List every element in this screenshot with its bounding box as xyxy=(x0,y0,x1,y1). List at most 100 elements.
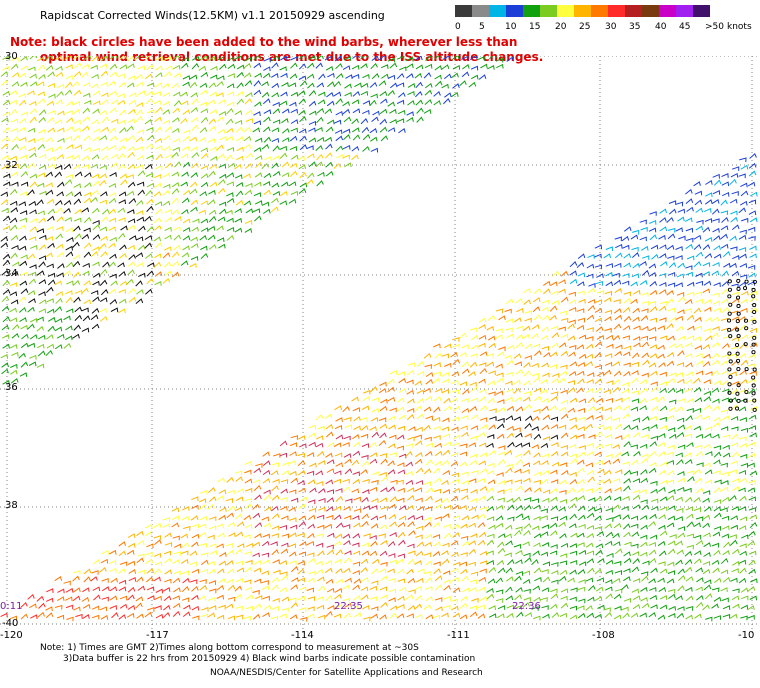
wind-barb xyxy=(378,533,386,539)
wind-barb xyxy=(704,479,713,485)
contamination-circle xyxy=(752,319,757,324)
wind-barb xyxy=(127,181,136,188)
wind-barb xyxy=(352,441,361,448)
wind-barb xyxy=(487,479,496,485)
wind-barb xyxy=(488,613,497,618)
wind-barb xyxy=(414,458,423,465)
wind-barb xyxy=(190,107,199,113)
wind-barb xyxy=(623,297,632,304)
wind-barb xyxy=(38,308,47,314)
wind-barb xyxy=(416,370,425,376)
wind-barb xyxy=(379,423,388,429)
wind-barb xyxy=(623,370,631,377)
wind-barb xyxy=(605,453,613,459)
wind-barb xyxy=(712,531,721,537)
wind-barb xyxy=(73,134,81,142)
wind-barb xyxy=(155,65,163,71)
wind-barb xyxy=(0,354,8,359)
wind-barb xyxy=(639,405,647,411)
wind-barb xyxy=(514,317,522,323)
wind-barb xyxy=(649,513,657,520)
wind-barb xyxy=(541,362,549,368)
wind-barb xyxy=(92,90,101,96)
wind-barb xyxy=(468,540,477,546)
wind-barb xyxy=(56,252,65,258)
wind-barb xyxy=(486,516,495,522)
wind-barb xyxy=(613,308,622,314)
wind-barb xyxy=(2,343,10,349)
wind-barb xyxy=(434,352,443,359)
wind-barb xyxy=(72,154,81,160)
wind-barb xyxy=(91,154,100,160)
wind-barb xyxy=(352,134,361,141)
wind-barb xyxy=(147,606,155,612)
wind-barb xyxy=(568,370,577,377)
wind-barb xyxy=(451,72,459,79)
wind-barb xyxy=(236,567,245,573)
wind-barb xyxy=(667,377,676,384)
wind-barb xyxy=(155,208,163,215)
wind-barb xyxy=(234,56,243,61)
wind-barb xyxy=(442,513,450,519)
wind-barb xyxy=(216,144,224,151)
wind-barb xyxy=(604,523,612,529)
wind-barb xyxy=(678,235,686,241)
wind-barb xyxy=(470,74,479,80)
contamination-circle xyxy=(751,342,756,347)
wind-barb xyxy=(469,56,478,61)
wind-barb xyxy=(361,513,370,520)
wind-barb xyxy=(452,83,460,89)
wind-barb xyxy=(550,603,558,610)
wind-barb xyxy=(696,594,704,601)
wind-barb xyxy=(721,280,730,287)
wind-barb xyxy=(45,236,54,241)
wind-barb xyxy=(524,422,532,429)
wind-barb xyxy=(182,611,191,617)
wind-barb xyxy=(631,425,639,431)
wind-barb xyxy=(207,234,216,241)
wind-barb xyxy=(667,515,676,521)
wind-barb xyxy=(748,272,756,278)
wind-barb xyxy=(415,479,424,485)
wind-barb xyxy=(135,109,144,116)
wind-barb xyxy=(1,295,10,303)
wind-barb xyxy=(306,62,315,69)
wind-barb xyxy=(460,443,468,449)
wind-barb xyxy=(101,577,109,583)
wind-barb xyxy=(722,525,730,531)
wind-barb xyxy=(27,342,36,348)
wind-barb xyxy=(11,244,19,250)
wind-barb xyxy=(2,99,11,106)
wind-barb xyxy=(308,570,316,576)
wind-barb xyxy=(381,73,389,79)
wind-barb xyxy=(667,335,675,341)
wind-barb xyxy=(38,261,46,268)
wind-barb xyxy=(576,344,585,350)
wind-barb xyxy=(721,354,729,359)
wind-barb xyxy=(200,218,209,224)
wind-barb xyxy=(254,578,262,584)
wind-barb xyxy=(433,362,441,367)
wind-barb xyxy=(218,163,227,169)
wind-barb xyxy=(576,370,585,376)
wind-barb xyxy=(649,415,658,421)
contamination-circle xyxy=(736,358,741,363)
wind-barb xyxy=(666,298,675,305)
wind-barb xyxy=(189,561,197,567)
wind-barb xyxy=(108,80,116,87)
wind-barb xyxy=(234,110,243,116)
wind-barb xyxy=(399,586,407,592)
wind-barb xyxy=(397,109,406,115)
wind-barb xyxy=(234,174,243,179)
wind-barb xyxy=(36,81,45,87)
wind-barb xyxy=(540,597,548,602)
wind-barb xyxy=(513,353,522,359)
wind-barb xyxy=(713,179,722,186)
wind-barb xyxy=(567,577,575,583)
wind-barb xyxy=(560,364,568,370)
wind-barb xyxy=(712,300,721,306)
wind-barb xyxy=(335,63,343,70)
wind-barb xyxy=(327,532,335,538)
wind-barb xyxy=(162,92,171,97)
wind-barb xyxy=(290,170,298,177)
